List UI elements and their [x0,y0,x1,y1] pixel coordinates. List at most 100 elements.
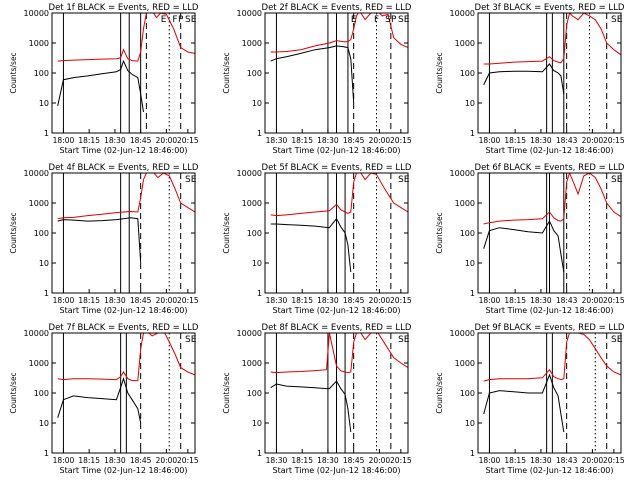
y-tick-label: 1 [470,129,475,138]
x-tick-label: 18:43 [556,136,578,145]
x-tick-label: 18:43 [556,296,578,305]
x-axis-label: Start Time (02-Jun-12 18:46:00) [273,306,401,315]
y-tick-label: 100 [247,69,262,78]
y-tick-label: 10 [39,99,49,108]
y-tick-label: 10000 [450,9,475,18]
y-tick-label: 1 [44,449,49,458]
chart-title: Det 6f BLACK = Events, RED = LLD [475,163,625,173]
x-tick-label: 18:45 [130,296,152,305]
series-line-red [483,173,621,225]
x-tick-label: 18:00 [53,136,75,145]
x-tick-label: 18:43 [556,456,578,465]
x-tick-label: 18:30 [530,296,552,305]
y-tick-label: 1 [257,289,262,298]
y-tick-label: 1000 [29,199,49,208]
y-tick-label: 1000 [242,199,262,208]
event-letter: F [374,15,379,25]
y-tick-label: 1000 [242,359,262,368]
y-tick-label: 10 [39,259,49,268]
y-tick-label: 1 [257,129,262,138]
y-axis-label: Counts/sec [9,212,18,253]
series-line-red [57,333,195,382]
x-tick-label: 20:15 [177,296,199,305]
event-letter: S [185,15,191,25]
x-tick-label: 18:15 [291,456,313,465]
y-tick-label: 10000 [24,329,49,338]
x-tick-label: 18:00 [479,296,501,305]
x-tick-label: 18:30 [104,456,126,465]
event-letter: S [611,175,617,185]
x-tick-label: 18:15 [504,136,526,145]
plot-frame [477,12,622,134]
y-tick-label: 100 [34,389,49,398]
y-tick-label: 10 [252,419,262,428]
x-tick-label: 18:30 [104,136,126,145]
x-tick-label: 18:30 [317,296,339,305]
y-tick-label: 1 [470,449,475,458]
series-line-black [57,59,144,113]
x-axis-label: Start Time (02-Jun-12 18:46:00) [273,146,401,155]
chart-title: Det 5f BLACK = Events, RED = LLD [262,163,412,173]
series-line-black [57,217,142,264]
series-line-red [57,173,195,220]
y-tick-label: 10 [465,99,475,108]
y-tick-label: 100 [460,229,475,238]
x-axis-label: Start Time (02-Jun-12 18:46:00) [60,466,188,475]
x-tick-label: 18:30 [266,296,288,305]
x-tick-label: 20:00 [156,136,178,145]
x-tick-label: 20:15 [390,136,412,145]
series-line-red [57,13,195,62]
y-tick-label: 100 [34,69,49,78]
x-tick-label: 18:45 [343,296,365,305]
x-tick-label: 20:15 [177,136,199,145]
y-tick-label: 1 [257,449,262,458]
chart-panel: Det 6f BLACK = Events, RED = LLD 1 10 100 10… [435,163,625,315]
y-tick-label: 10 [252,259,262,268]
x-tick-label: 18:15 [78,136,100,145]
x-tick-label: 18:45 [130,136,152,145]
x-tick-label: 20:00 [582,296,604,305]
y-tick-label: 10 [39,419,49,428]
y-tick-label: 100 [34,229,49,238]
x-tick-label: 18:00 [479,456,501,465]
y-tick-label: 10000 [237,9,262,18]
y-tick-label: 10000 [450,329,475,338]
event-letter: P [178,15,184,25]
x-tick-label: 18:00 [53,456,75,465]
event-letter: F [172,15,177,25]
y-tick-label: 1000 [242,39,262,48]
series-line-black [270,380,352,433]
x-axis-label: Start Time (02-Jun-12 18:46:00) [60,146,188,155]
x-tick-label: 18:15 [504,296,526,305]
y-tick-label: 1000 [29,359,49,368]
event-letter: E [404,335,410,345]
x-tick-label: 18:45 [343,456,365,465]
chart-panel: Det 3f BLACK = Events, RED = LLD 1 10 100 10… [435,3,625,155]
series-line-red [270,333,408,374]
y-tick-label: 10 [465,259,475,268]
y-tick-label: 1 [44,129,49,138]
y-axis-label: Counts/sec [435,52,444,93]
x-tick-label: 18:00 [53,296,75,305]
event-letter: S [185,175,191,185]
event-letter: E [404,15,410,25]
x-axis-label: Start Time (02-Jun-12 18:46:00) [60,306,188,315]
chart-title: Det 9f BLACK = Events, RED = LLD [475,323,625,333]
y-tick-label: 10 [252,99,262,108]
chart-panel: Det 8f BLACK = Events, RED = LLD 1 10 100 10… [222,323,412,475]
x-axis-label: Start Time (02-Jun-12 18:46:00) [486,306,614,315]
y-tick-label: 100 [460,69,475,78]
y-tick-label: 1000 [455,39,475,48]
x-tick-label: 20:00 [156,296,178,305]
y-tick-label: 10 [465,419,475,428]
x-tick-label: 18:30 [317,136,339,145]
y-axis-label: Counts/sec [222,52,231,93]
y-tick-label: 10000 [450,169,475,178]
y-tick-label: 100 [460,389,475,398]
x-tick-label: 18:30 [530,136,552,145]
event-letter: P [391,15,397,25]
x-tick-label: 18:15 [291,136,313,145]
chart-title: Det 2f BLACK = Events, RED = LLD [262,3,412,13]
chart-title: Det 1f BLACK = Events, RED = LLD [49,3,199,13]
